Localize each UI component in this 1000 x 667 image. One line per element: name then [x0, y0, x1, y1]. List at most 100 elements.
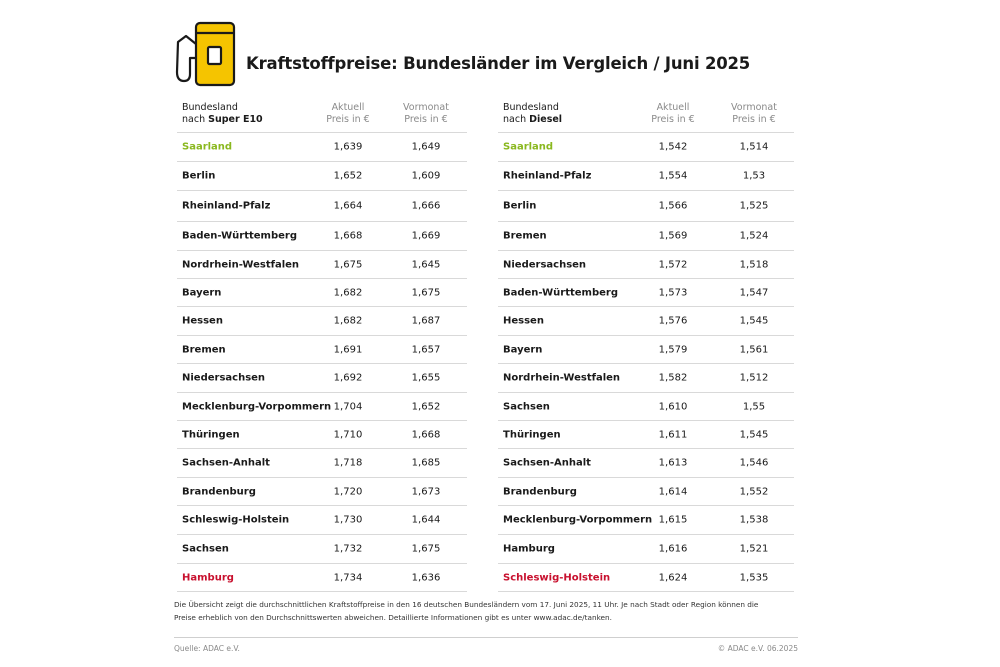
table-row: Sachsen-Anhalt 1,613 1,546 — [498, 449, 794, 478]
cell-current-price: 1,691 — [333, 344, 363, 355]
cell-bundesland: Rheinland-Pfalz — [503, 170, 592, 182]
header-bundesland: Bundesland nach Super E10 — [182, 102, 263, 126]
cell-previous-price: 1,561 — [739, 344, 769, 355]
cell-current-price: 1,579 — [658, 344, 688, 355]
cell-previous-price: 1,685 — [411, 457, 441, 469]
table-row: Saarland 1,542 1,514 — [498, 133, 794, 162]
cell-previous-price: 1,657 — [411, 344, 441, 355]
cell-current-price: 1,652 — [333, 170, 363, 182]
cell-bundesland: Sachsen-Anhalt — [182, 457, 270, 469]
table-row: Saarland 1,639 1,649 — [177, 133, 467, 162]
table-row: Rheinland-Pfalz 1,554 1,53 — [498, 162, 794, 191]
table-row: Berlin 1,566 1,525 — [498, 191, 794, 222]
source-label: Quelle: ADAC e.V. — [174, 644, 240, 653]
cell-bundesland: Sachsen — [182, 543, 229, 555]
header-previous-line1: Vormonat — [403, 102, 449, 113]
cell-bundesland: Mecklenburg-Vorpommern — [182, 401, 332, 412]
header-fuel: Diesel — [529, 114, 563, 125]
cell-previous-price: 1,669 — [411, 230, 441, 242]
cell-current-price: 1,554 — [658, 170, 688, 182]
footnote: Die Übersicht zeigt die durchschnittlich… — [174, 598, 774, 624]
header-fuel: Super E10 — [208, 114, 263, 125]
footer-divider — [174, 637, 798, 638]
table-row: Hamburg 1,616 1,521 — [498, 535, 794, 564]
table-body: Saarland 1,542 1,514 Rheinland-Pfalz 1,554 1,… — [498, 133, 794, 592]
table-diesel: Bundesland nach Diesel Aktuell Preis in … — [498, 100, 794, 592]
table-row: Thüringen 1,710 1,668 — [177, 421, 467, 449]
cell-current-price: 1,710 — [333, 429, 363, 440]
table-row: Schleswig-Holstein 1,730 1,644 — [177, 506, 467, 535]
header-current-line2: Preis in € — [326, 114, 370, 125]
cell-current-price: 1,572 — [658, 259, 688, 270]
cell-bundesland: Berlin — [503, 200, 537, 212]
header-previous-line2: Preis in € — [404, 114, 448, 125]
table-row: Niedersachsen 1,692 1,655 — [177, 364, 467, 393]
header-current: Aktuell Preis in € — [308, 102, 388, 126]
table-row: Hamburg 1,734 1,636 — [177, 564, 467, 592]
cell-current-price: 1,573 — [658, 287, 688, 298]
table-row: Hessen 1,682 1,687 — [177, 307, 467, 336]
cell-bundesland: Saarland — [503, 141, 554, 153]
copyright-label: © ADAC e.V. 06.2025 — [717, 644, 798, 653]
cell-current-price: 1,610 — [658, 401, 688, 412]
table-row: Bremen 1,569 1,524 — [498, 222, 794, 251]
cell-bundesland: Berlin — [182, 170, 216, 182]
cell-bundesland: Schleswig-Holstein — [182, 514, 290, 526]
header-name-prefix: nach — [503, 114, 530, 125]
cell-previous-price: 1,538 — [739, 514, 769, 526]
cell-bundesland: Sachsen-Anhalt — [503, 457, 591, 469]
cell-current-price: 1,668 — [333, 230, 363, 242]
cell-current-price: 1,624 — [658, 572, 688, 583]
table-row: Bayern 1,682 1,675 — [177, 279, 467, 307]
cell-current-price: 1,614 — [658, 486, 688, 497]
header-name-line1: Bundesland — [182, 102, 238, 113]
cell-bundesland: Bayern — [503, 344, 543, 355]
cell-current-price: 1,682 — [333, 287, 363, 298]
table-body: Saarland 1,639 1,649 Berlin 1,652 1,609 Rheinl… — [177, 133, 467, 592]
table-header: Bundesland nach Super E10 Aktuell Preis … — [177, 100, 467, 133]
cell-bundesland: Rheinland-Pfalz — [182, 200, 271, 212]
cell-previous-price: 1,545 — [739, 315, 769, 327]
table-row: Thüringen 1,611 1,545 — [498, 421, 794, 449]
cell-previous-price: 1,53 — [742, 170, 766, 182]
header-previous: Vormonat Preis in € — [386, 102, 466, 126]
cell-previous-price: 1,649 — [411, 141, 441, 153]
cell-current-price: 1,730 — [333, 514, 363, 526]
cell-previous-price: 1,644 — [411, 514, 441, 526]
cell-previous-price: 1,512 — [739, 372, 769, 384]
cell-current-price: 1,720 — [333, 486, 363, 497]
header-name-line1: Bundesland — [503, 102, 559, 113]
cell-previous-price: 1,552 — [739, 486, 769, 497]
cell-bundesland: Thüringen — [182, 429, 240, 440]
header-bundesland: Bundesland nach Diesel — [503, 102, 562, 126]
cell-previous-price: 1,609 — [411, 170, 441, 182]
cell-current-price: 1,566 — [658, 200, 688, 212]
table-header: Bundesland nach Diesel Aktuell Preis in … — [498, 100, 794, 133]
cell-bundesland: Hessen — [503, 315, 544, 327]
cell-bundesland: Baden-Württemberg — [182, 230, 298, 242]
table-super-e10: Bundesland nach Super E10 Aktuell Preis … — [177, 100, 467, 592]
cell-previous-price: 1,675 — [411, 543, 441, 555]
cell-bundesland: Saarland — [182, 141, 233, 153]
header-current-line1: Aktuell — [656, 102, 690, 113]
cell-previous-price: 1,645 — [411, 259, 441, 270]
cell-bundesland: Nordrhein-Westfalen — [182, 259, 300, 270]
table-row: Bayern 1,579 1,561 — [498, 336, 794, 364]
table-row: Bremen 1,691 1,657 — [177, 336, 467, 364]
table-row: Nordrhein-Westfalen 1,582 1,512 — [498, 364, 794, 393]
cell-previous-price: 1,518 — [739, 259, 769, 270]
cell-bundesland: Thüringen — [503, 429, 561, 440]
cell-previous-price: 1,55 — [742, 401, 766, 412]
cell-current-price: 1,675 — [333, 259, 363, 270]
cell-previous-price: 1,535 — [739, 572, 769, 583]
header-current: Aktuell Preis in € — [633, 102, 713, 126]
cell-bundesland: Hamburg — [503, 543, 555, 555]
footnote-line2: Preise erheblich von den Durchschnittswe… — [174, 613, 612, 622]
cell-bundesland: Niedersachsen — [182, 372, 266, 384]
cell-current-price: 1,576 — [658, 315, 688, 327]
table-row: Sachsen 1,610 1,55 — [498, 393, 794, 421]
table-row: Hessen 1,576 1,545 — [498, 307, 794, 336]
cell-current-price: 1,639 — [333, 141, 363, 153]
cell-current-price: 1,616 — [658, 543, 688, 555]
table-row: Sachsen 1,732 1,675 — [177, 535, 467, 564]
